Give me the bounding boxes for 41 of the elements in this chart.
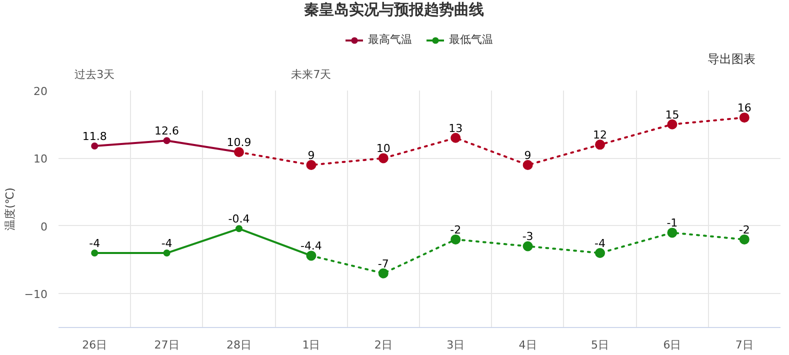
legend-label: 最高气温: [368, 32, 412, 47]
x-tick-label: 27日: [154, 338, 180, 352]
y-axis-title: 温度(℃): [3, 188, 16, 230]
x-tick-label: 4日: [518, 338, 537, 352]
data-label: 10: [376, 142, 390, 156]
text: 未来7天: [291, 68, 332, 81]
data-label: 13: [448, 122, 463, 135]
data-label: -2: [738, 223, 750, 236]
text: 过去3天: [74, 68, 115, 81]
data-label: 15: [665, 108, 680, 122]
data-label: 9: [308, 148, 315, 162]
x-tick-label: 3日: [446, 338, 465, 352]
data-label: -0.4: [228, 212, 250, 226]
data-label: -7: [378, 257, 389, 270]
data-label: -4: [594, 237, 606, 250]
data-label: 16: [737, 102, 752, 115]
x-tick-label: 28日: [226, 338, 252, 352]
data-label: -1: [666, 216, 678, 230]
y-tick-label: 20: [34, 85, 48, 98]
data-label: 12: [593, 128, 607, 142]
chart-title: 秦皇岛实况与预报趋势曲线: [304, 0, 484, 19]
x-tick-label: 2日: [374, 338, 392, 352]
data-label: -4.4: [300, 240, 322, 253]
y-tick-label: 10: [34, 152, 48, 166]
y-tick-label: −10: [24, 288, 48, 302]
text: 导出图表: [708, 52, 756, 66]
x-tick-label: 26日: [82, 338, 108, 352]
data-label: 10.9: [226, 136, 252, 150]
data-label: 11.8: [82, 130, 107, 144]
x-tick-label: 5日: [591, 338, 609, 352]
legend-label: 最低气温: [449, 32, 493, 47]
x-tick-label: 7日: [735, 338, 754, 352]
x-tick-label: 6日: [663, 338, 682, 352]
data-label: -4: [161, 237, 172, 250]
y-tick-label: 0: [40, 220, 48, 234]
data-label: -2: [450, 223, 462, 236]
data-label: -4: [89, 237, 100, 250]
data-label: 9: [524, 148, 532, 162]
x-tick-label: 1日: [302, 338, 320, 352]
data-label: -3: [522, 230, 534, 244]
data-label: 12.6: [154, 124, 180, 138]
